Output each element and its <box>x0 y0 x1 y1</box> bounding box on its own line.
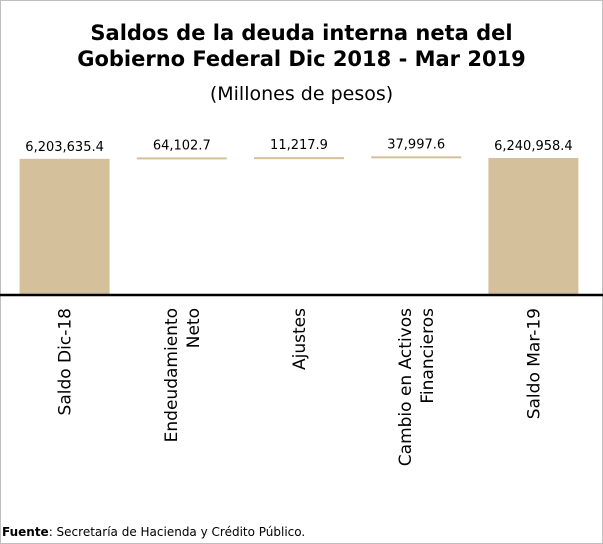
category-label-1-line-0: Endeudamiento <box>162 308 182 442</box>
waterfall-chart: 6,203,635.4 Saldo Dic-18 64,102.7 Endeudami… <box>0 137 603 466</box>
source-text: : Secretaría de Hacienda y Crédito Públi… <box>48 525 306 539</box>
bar-1 <box>136 157 227 160</box>
category-label-1: Endeudamiento Neto <box>162 308 204 442</box>
chart-title-line-1: Saldos de la deuda interna neta del <box>90 21 513 45</box>
data-label-3: 37,997.6 <box>387 137 445 152</box>
chart-title: Saldos de la deuda interna neta del Gobi… <box>0 20 603 72</box>
category-label-0-line-0: Saldo Dic-18 <box>56 308 76 415</box>
chart-title-line-2: Gobierno Federal Dic 2018 - Mar 2019 <box>77 47 526 71</box>
bar-2 <box>254 157 344 160</box>
category-label-0: Saldo Dic-18 <box>56 308 76 415</box>
category-label-2: Ajustes <box>290 308 310 370</box>
category-label-3-line-1: Financieros <box>418 308 438 404</box>
source-note: Fuente: Secretaría de Hacienda y Crédito… <box>2 524 305 540</box>
data-label-4: 6,240,958.4 <box>494 139 573 154</box>
category-label-4-line-0: Saldo Mar-19 <box>524 308 544 419</box>
category-label-1-line-1: Neto <box>184 308 204 348</box>
data-label-2: 11,217.9 <box>270 138 328 153</box>
category-label-2-line-0: Ajustes <box>290 308 310 370</box>
data-label-0: 6,203,635.4 <box>25 140 104 155</box>
category-label-3-line-0: Cambio en Activos <box>396 308 416 466</box>
category-label-3: Cambio en Activos Financieros <box>396 308 438 466</box>
category-label-4: Saldo Mar-19 <box>524 308 544 419</box>
source-label: Fuente <box>2 525 49 539</box>
chart-subtitle: (Millones de pesos) <box>209 83 394 105</box>
bar-3 <box>371 156 462 159</box>
bar-0 <box>19 158 110 295</box>
bar-4 <box>488 158 579 295</box>
data-label-1: 64,102.7 <box>153 138 211 153</box>
